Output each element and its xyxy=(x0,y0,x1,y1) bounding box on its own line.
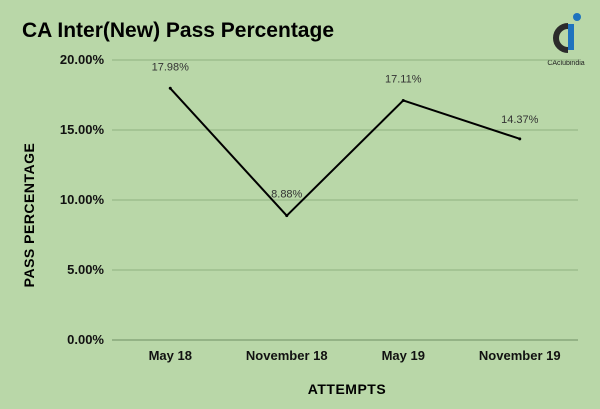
logo-i-bar xyxy=(568,24,574,50)
x-axis-label: ATTEMPTS xyxy=(308,381,386,397)
grid-lines xyxy=(112,59,578,341)
data-label: 14.37% xyxy=(501,114,539,126)
series-group xyxy=(168,86,522,218)
x-tick-label: November 18 xyxy=(246,348,328,363)
x-axis-ticks: May 18 November 18 May 19 November 19 xyxy=(149,348,561,363)
data-point xyxy=(285,214,289,218)
logo-c-shape xyxy=(553,23,569,53)
y-tick-label: 5.00% xyxy=(67,262,104,277)
y-axis-ticks: 0.00% 5.00% 10.00% 15.00% 20.00% xyxy=(60,52,105,347)
x-tick-label: May 19 xyxy=(382,348,425,363)
data-point xyxy=(518,137,522,141)
data-point xyxy=(168,86,172,90)
data-label: 17.98% xyxy=(152,61,190,73)
y-tick-label: 15.00% xyxy=(60,122,105,137)
x-tick-label: November 19 xyxy=(479,348,561,363)
data-label: 8.88% xyxy=(271,189,302,201)
logo-dot xyxy=(573,13,581,21)
y-tick-label: 0.00% xyxy=(67,332,104,347)
logo-text: CAclubindia xyxy=(547,60,584,67)
data-label: 17.11% xyxy=(385,73,422,85)
x-tick-label: May 18 xyxy=(149,348,192,363)
series-line xyxy=(169,87,521,217)
chart-title: CA Inter(New) Pass Percentage xyxy=(22,19,334,42)
data-point xyxy=(401,98,405,102)
caclubindia-logo: CAclubindia xyxy=(547,13,585,67)
data-labels: 17.98% 8.88% 17.11% 14.37% xyxy=(152,61,539,200)
y-tick-label: 10.00% xyxy=(60,192,105,207)
y-axis-label: PASS PERCENTAGE xyxy=(21,143,37,288)
y-tick-label: 20.00% xyxy=(60,52,105,67)
